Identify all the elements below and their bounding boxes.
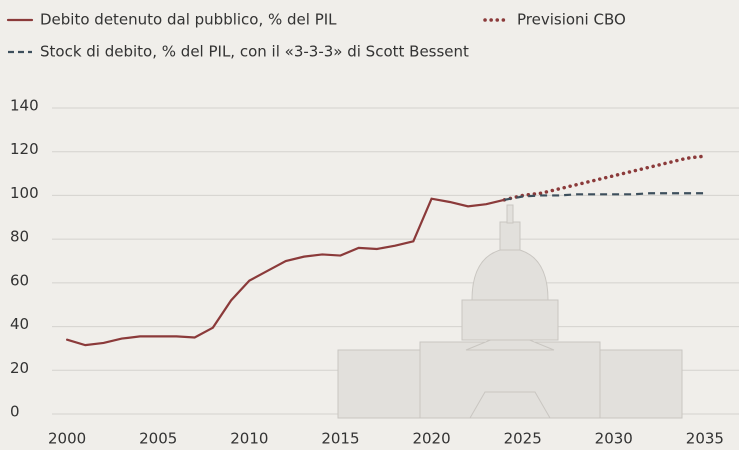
y-tick-label: 120 xyxy=(10,140,39,158)
x-tick-label: 2005 xyxy=(139,430,177,448)
legend-label: Debito detenuto dal pubblico, % del PIL xyxy=(40,11,337,29)
y-tick-label: 20 xyxy=(10,359,29,377)
x-tick-label: 2000 xyxy=(48,430,86,448)
capitol-illustration xyxy=(337,204,683,419)
x-tick-label: 2020 xyxy=(412,430,450,448)
x-tick-label: 2035 xyxy=(686,430,724,448)
x-tick-label: 2015 xyxy=(321,430,359,448)
y-tick-label: 40 xyxy=(10,315,29,333)
series-line xyxy=(504,192,705,201)
legend-label: Previsioni CBO xyxy=(517,11,626,29)
y-tick-label: 80 xyxy=(10,228,29,246)
y-tick-label: 140 xyxy=(10,97,39,115)
legend-label: Stock di debito, % del PIL, con il «3-3-… xyxy=(40,43,469,61)
series-line xyxy=(66,197,506,347)
x-tick-label: 2030 xyxy=(595,430,633,448)
y-tick-label: 100 xyxy=(10,184,39,202)
y-tick-label: 60 xyxy=(10,271,29,289)
series-line xyxy=(502,154,707,202)
x-tick-label: 2010 xyxy=(230,430,268,448)
y-tick-label: 0 xyxy=(10,403,20,421)
x-tick-label: 2025 xyxy=(504,430,542,448)
